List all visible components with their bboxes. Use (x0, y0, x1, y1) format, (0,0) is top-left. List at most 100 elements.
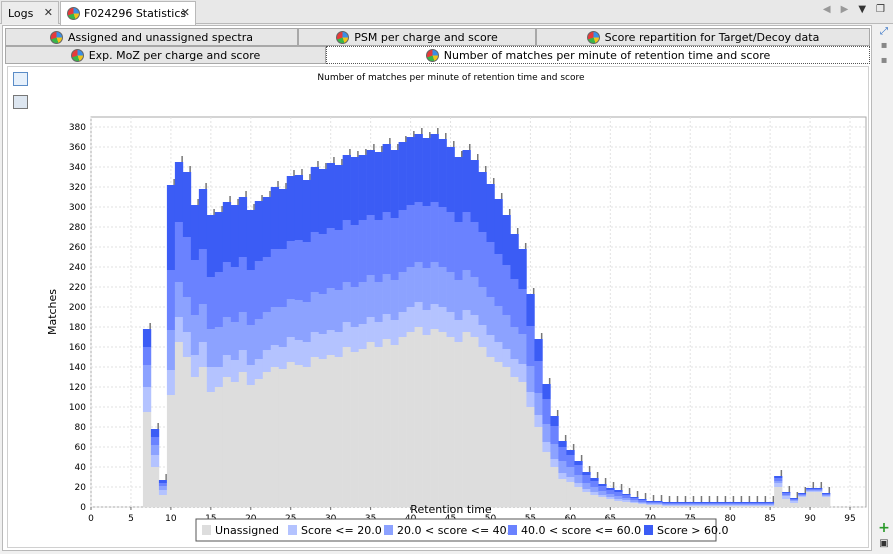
bar-segment (670, 503, 679, 504)
tab-exp-moz[interactable]: Exp. MoZ per charge and score (5, 46, 326, 64)
bar-segment (582, 492, 591, 507)
save-icon[interactable]: ▣ (879, 538, 889, 549)
legend-swatch (202, 525, 211, 535)
bar-segment (302, 302, 312, 342)
bar-segment (206, 367, 216, 392)
bar-edge (820, 482, 823, 488)
bar-segment (686, 506, 695, 507)
bar-segment (350, 352, 359, 507)
bar-segment (294, 300, 304, 340)
bar-edge (772, 496, 775, 502)
bar-segment (646, 502, 655, 503)
tab-score-repartition[interactable]: Score repartition for Target/Decoy data (536, 28, 870, 46)
bar-segment (374, 220, 383, 282)
bar-edge (317, 161, 319, 167)
bar-segment (278, 347, 288, 369)
restore-icon[interactable]: ❐ (876, 4, 885, 15)
bar-segment (422, 268, 431, 310)
bar-segment (510, 327, 519, 359)
bar-segment (158, 495, 168, 507)
chevron-down-icon[interactable]: ▼ (858, 4, 867, 15)
bar-segment (646, 505, 655, 507)
bar-segment (542, 399, 551, 424)
x-tick-label: 85 (764, 514, 775, 524)
bar-segment (278, 307, 288, 347)
forward-arrow-icon[interactable]: ▶ (840, 4, 849, 15)
bar-segment (766, 506, 775, 507)
y-tick-label: 300 (69, 203, 86, 213)
bar-segment (454, 157, 463, 222)
legend-box (195, 518, 717, 542)
export-icon[interactable] (13, 95, 28, 109)
bar-segment (318, 234, 327, 294)
bar-segment (790, 503, 799, 507)
bar-segment (238, 372, 248, 507)
bar-segment (774, 483, 783, 487)
tab-statistics[interactable]: F024296 Statistics ✕ (60, 1, 196, 25)
bar-segment (198, 304, 208, 342)
pin-icon[interactable]: ▪ (880, 55, 888, 66)
bar-edge (261, 195, 263, 201)
maximize-icon[interactable]: ⤢ (880, 26, 888, 37)
bar-segment (382, 314, 391, 339)
bar-segment (806, 490, 815, 491)
bar-segment (694, 502, 703, 503)
x-tick-label: 80 (724, 514, 736, 524)
bars (142, 128, 831, 507)
bar-segment (342, 155, 351, 220)
bar-segment (206, 392, 216, 507)
bar-segment (798, 495, 807, 496)
close-icon[interactable]: ✕ (180, 6, 190, 19)
bar-edge (708, 496, 711, 502)
bar-segment (494, 254, 503, 306)
x-tick-label: 90 (804, 514, 816, 524)
bar-segment (478, 347, 487, 507)
bar-segment (526, 407, 535, 507)
bar-segment (526, 294, 535, 326)
bar-segment (318, 294, 327, 334)
bar-segment (142, 347, 152, 365)
bar-segment (542, 452, 551, 507)
table-view-icon[interactable] (13, 72, 28, 86)
pie-chart-icon (425, 48, 439, 62)
bar-segment (654, 503, 663, 504)
bar-segment (798, 494, 807, 495)
bar-segment (694, 503, 703, 504)
bar-segment (534, 361, 543, 393)
tab-assigned-unassigned[interactable]: Assigned and unassigned spectra (5, 28, 298, 46)
pin-icon[interactable]: ▪ (880, 40, 888, 51)
bar-segment (350, 225, 359, 287)
bar-segment (574, 487, 583, 507)
add-icon[interactable]: + (878, 520, 890, 536)
bar-segment (222, 262, 232, 317)
y-tick-label: 80 (75, 423, 87, 433)
bar-segment (750, 505, 759, 506)
bar-segment (758, 506, 767, 507)
close-icon[interactable]: ✕ (43, 6, 53, 19)
bar-segment (438, 207, 447, 267)
bar-segment (366, 215, 375, 275)
tab-logs[interactable]: Logs ✕ (1, 1, 59, 24)
bar-segment (446, 337, 455, 507)
bar-segment (710, 503, 719, 504)
bar-segment (406, 267, 415, 307)
bar-segment (782, 492, 791, 493)
bar-segment (614, 490, 623, 492)
bar-segment (222, 317, 232, 355)
bar-segment (238, 350, 248, 372)
tab-matches-per-minute[interactable]: Number of matches per minute of retentio… (326, 46, 870, 64)
bar-segment (606, 494, 615, 497)
bar-segment (734, 504, 743, 505)
bar-segment (726, 504, 735, 505)
bar-segment (606, 488, 615, 490)
tab-logs-label: Logs (8, 6, 34, 20)
tab-psm-per-charge[interactable]: PSM per charge and score (298, 28, 536, 46)
bar-edge (285, 183, 287, 189)
bar-segment (590, 478, 599, 481)
bar-edge (405, 136, 407, 142)
bar-segment (310, 332, 320, 357)
bar-edge (381, 146, 383, 152)
bar-segment (542, 442, 551, 452)
bar-segment (750, 503, 759, 504)
back-arrow-icon[interactable]: ◀ (822, 4, 831, 15)
